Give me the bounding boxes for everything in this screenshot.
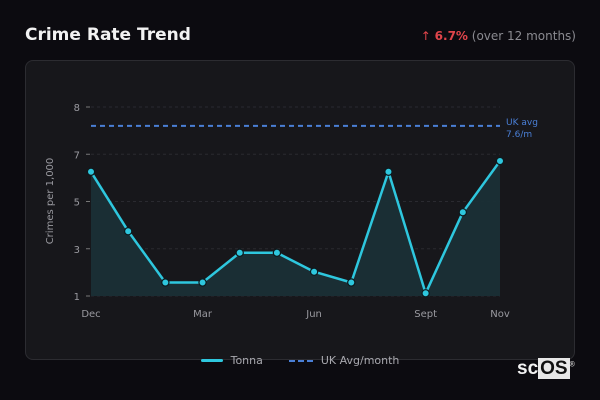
svg-text:Sept: Sept: [414, 309, 437, 320]
legend-label: UK Avg/month: [320, 354, 400, 367]
svg-text:3: 3: [74, 245, 80, 256]
delta-value: 6.7%: [434, 29, 468, 43]
chart-legend: Tonna UK Avg/month: [0, 354, 600, 367]
dashed-line-icon: [288, 359, 313, 362]
svg-text:7.6/m: 7.6/m: [506, 130, 532, 140]
svg-text:Jun: Jun: [305, 309, 322, 320]
svg-text:UK avg: UK avg: [506, 118, 538, 128]
legend-item-uk-avg[interactable]: UK Avg/month: [288, 354, 400, 367]
svg-text:Mar: Mar: [193, 309, 213, 320]
legend-item-tonna[interactable]: Tonna: [200, 354, 263, 367]
solid-line-icon: [200, 359, 223, 362]
page-title: Crime Rate Trend: [25, 25, 191, 45]
svg-text:Dec: Dec: [81, 309, 100, 320]
scos-logo: sc OS ®: [517, 358, 575, 379]
svg-text:7: 7: [74, 150, 80, 161]
svg-text:1: 1: [74, 292, 80, 303]
arrow-up-icon: ↑: [420, 29, 431, 43]
svg-text:8: 8: [74, 103, 80, 114]
svg-text:Nov: Nov: [490, 309, 510, 320]
delta-note: (over 12 months): [471, 29, 576, 43]
legend-label: Tonna: [230, 354, 263, 367]
trend-delta: ↑ 6.7% (over 12 months): [421, 29, 576, 43]
svg-text:5: 5: [74, 198, 80, 209]
svg-text:Crimes per 1,000: Crimes per 1,000: [45, 158, 56, 245]
